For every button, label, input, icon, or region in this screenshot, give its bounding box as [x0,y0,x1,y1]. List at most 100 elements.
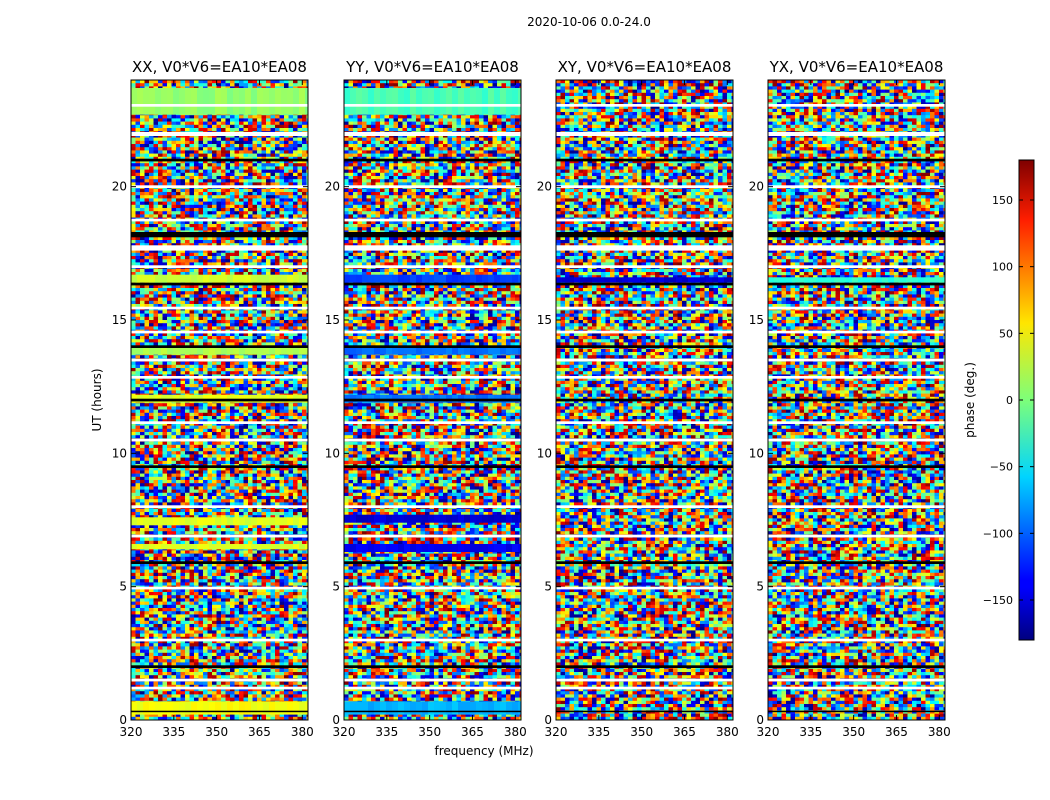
phase-band [652,277,658,282]
y-tick-label: 20 [325,180,340,194]
phase-band [227,88,233,115]
phase-band [416,275,422,283]
flagged-row [131,465,308,468]
phase-band [167,88,173,115]
phase-band [374,275,380,283]
phase-band [640,277,646,282]
phase-band [215,88,221,115]
phase-band [245,517,251,525]
flagged-row [768,679,945,682]
flagged-row [131,159,308,162]
phase-band [506,88,512,115]
flagged-row [768,465,945,468]
phase-band [676,277,682,282]
phase-band [185,701,191,714]
phase-band [422,88,428,115]
phase-band [888,277,894,282]
flagged-row [556,465,733,468]
phase-band [488,701,494,714]
phase-band [131,544,137,549]
phase-band [197,701,203,714]
phase-band [694,277,700,282]
phase-band [500,275,506,283]
phase-band [404,701,410,714]
phase-band [494,88,500,115]
flagged-row [131,421,308,424]
phase-band [706,277,712,282]
phase-band [410,88,416,115]
flagged-row [131,265,308,268]
phase-image [344,80,524,720]
flagged-row [556,587,733,590]
panel-title: XY, V0*V6=EA10*EA08 [558,58,732,76]
phase-band [440,701,446,714]
phase-band [464,88,470,115]
phase-band [149,275,155,283]
phase-band [392,544,398,552]
flagged-row [344,687,521,690]
phase-band [798,277,804,282]
phase-band [840,277,846,282]
phase-band [293,88,299,115]
phase-band [203,544,209,549]
phase-band [610,277,616,282]
phase-band [197,517,203,525]
flagged-row [344,399,521,402]
phase-band [512,701,518,714]
flagged-row [768,219,945,222]
phase-band [362,544,368,552]
phase-band [209,544,215,549]
phase-band [257,88,263,115]
flagged-row [768,265,945,268]
phase-band [416,701,422,714]
flagged-row [768,159,945,162]
flagged-row [556,159,733,162]
phase-band [488,515,494,523]
flagged-row [344,665,521,668]
phase-band [221,88,227,115]
flagged-row [768,132,945,136]
flagged-row [556,561,733,564]
flagged-row [556,345,733,348]
phase-band [275,88,281,115]
flagged-row [556,687,733,690]
flagged-row [768,185,945,188]
phase-band [724,277,730,282]
phase-band [452,544,458,552]
flagged-row [131,505,308,508]
phase-band [161,517,167,525]
flagged-row [768,587,945,590]
flagged-row [344,159,521,162]
phase-band [179,88,185,115]
phase-band [233,701,239,714]
phase-band [215,517,221,525]
phase-image [131,80,311,720]
phase-band [203,517,209,525]
panel-title: YY, V0*V6=EA10*EA08 [345,58,519,76]
y-tick-label: 20 [112,180,127,194]
phase-band [131,275,137,283]
phase-band [476,88,482,115]
flagged-row [344,465,521,468]
phase-band [682,277,688,282]
phase-band [179,275,185,283]
phase-band [155,701,161,714]
phase-band [580,277,586,282]
x-tick-label: 320 [120,725,143,739]
phase-band [197,544,203,549]
y-tick-label: 5 [332,580,340,594]
phase-band [458,88,464,115]
phase-band [470,515,476,523]
flagged-row [556,711,733,713]
y-tick-label: 0 [544,713,552,727]
x-tick-label: 380 [928,725,951,739]
phase-band [245,544,251,549]
flagged-row [131,587,308,590]
phase-band [293,701,299,714]
phase-band [464,701,470,714]
phase-band [293,275,299,283]
phase-band [434,544,440,552]
phase-band [616,277,622,282]
flagged-row [768,399,945,402]
